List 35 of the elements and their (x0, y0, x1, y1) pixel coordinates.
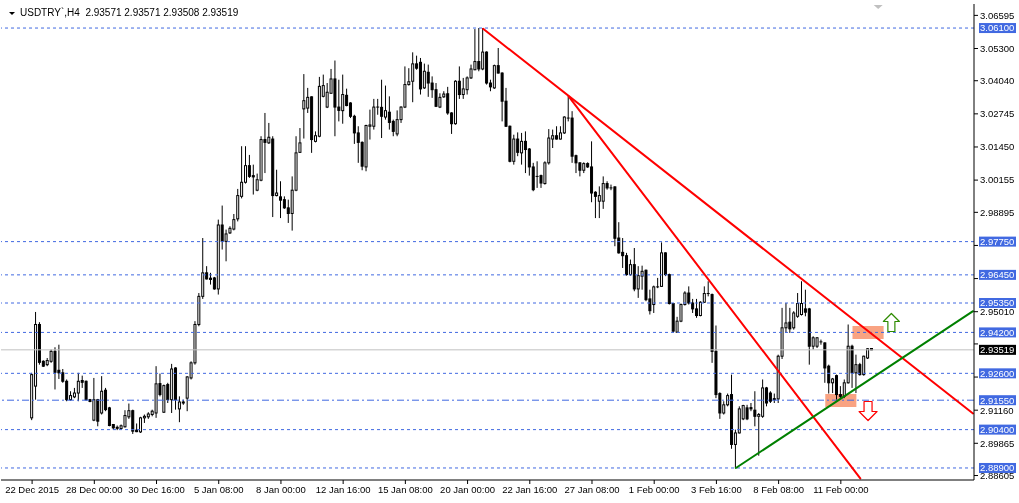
y-tick-label: 3.06595 (980, 9, 1015, 21)
x-tick-label: 28 Dec 00:00 (66, 483, 123, 495)
x-tick-label: 3 Feb 16:00 (691, 483, 742, 495)
x-tick-label: 8 Jan 00:00 (256, 483, 306, 495)
ref-line-label: 2.92600 (980, 367, 1015, 379)
x-tick-label: 12 Jan 16:00 (315, 483, 371, 495)
y-tick-label: 3.00155 (980, 174, 1015, 186)
x-tick-label: 27 Jan 08:00 (564, 483, 620, 495)
x-tick-label: 20 Jan 00:00 (440, 483, 496, 495)
y-tick-label: 3.04040 (980, 75, 1015, 87)
ref-line-label: 2.93519 (980, 344, 1015, 356)
y-tick-label: 3.02745 (980, 108, 1015, 120)
y-tick-label: 2.98895 (980, 206, 1015, 218)
y-tick-label: 2.91160 (980, 404, 1014, 416)
ref-line-label: 2.96450 (980, 269, 1015, 281)
y-tick-label: 3.05300 (980, 42, 1015, 54)
x-tick-label: 8 Feb 08:00 (753, 483, 804, 495)
ref-line-label: 2.90400 (980, 423, 1015, 435)
y-tick-label: 2.89865 (980, 437, 1015, 449)
y-tick-label: 2.95010 (980, 306, 1015, 318)
x-tick-label: 15 Jan 08:00 (377, 483, 433, 495)
x-tick-label: 22 Dec 2015 (5, 483, 60, 495)
x-tick-label: 5 Jan 08:00 (193, 483, 244, 495)
ref-line-label: 2.95350 (980, 297, 1015, 309)
ref-line-label: 2.97750 (980, 235, 1015, 247)
chart-title: USDTRY`,H4 2.93571 2.93571 2.93508 2.93519 (20, 7, 239, 19)
x-tick-label: 30 Dec 16:00 (128, 483, 185, 495)
ref-line-label: 3.06100 (980, 22, 1015, 34)
x-tick-label: 22 Jan 16:00 (502, 483, 558, 495)
ref-line-label: 2.94200 (980, 326, 1015, 338)
x-tick-label: 11 Feb 00:00 (813, 483, 869, 495)
ref-line-label: 2.91550 (980, 394, 1015, 406)
ref-line-label: 2.88900 (980, 462, 1015, 474)
y-tick-label: 3.01450 (980, 141, 1015, 153)
x-tick-label: 1 Feb 00:00 (628, 483, 680, 495)
